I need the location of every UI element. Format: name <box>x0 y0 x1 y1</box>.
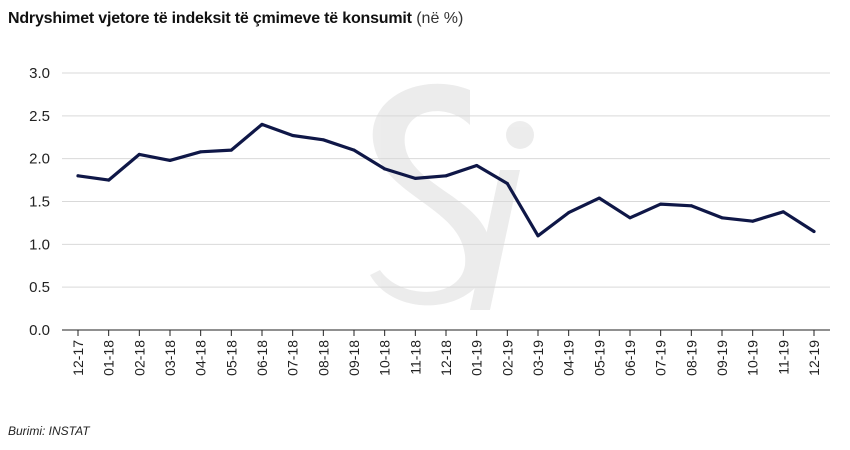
data-point <box>475 164 479 168</box>
grid-lines <box>62 72 830 288</box>
data-point <box>137 152 141 156</box>
data-point <box>107 178 111 182</box>
data-point <box>628 216 632 220</box>
x-tick-label: 10-18 <box>377 340 393 376</box>
data-point <box>444 174 448 178</box>
y-tick-label: 1.5 <box>29 194 50 211</box>
y-tick-label: 3.0 <box>29 65 50 82</box>
data-point <box>659 202 663 206</box>
x-tick-label: 03-18 <box>162 340 178 376</box>
x-tick-label: 11-19 <box>775 340 791 375</box>
y-tick-label: 1.0 <box>29 236 50 253</box>
data-point <box>383 167 387 171</box>
data-point <box>352 148 356 152</box>
x-tick-label: 06-19 <box>622 340 638 376</box>
y-axis-ticks: 0.0 0.5 1.0 1.5 2.0 2.5 3.0 <box>29 65 50 339</box>
line-chart: 0.0 0.5 1.0 1.5 2.0 2.5 3.0 12-17 01-18 02-18 03-… <box>29 65 830 376</box>
data-point <box>751 219 755 223</box>
series-group <box>76 122 816 238</box>
x-tick-label: 08-19 <box>683 340 699 376</box>
x-tick-label: 05-19 <box>591 340 607 376</box>
watermark-logo <box>370 83 534 310</box>
x-axis-ticks: 12-17 01-18 02-18 03-18 04-18 05-18 06-18 07-18… <box>70 340 822 376</box>
chart-title-unit: (në %) <box>416 10 464 27</box>
x-tick-label: 12-17 <box>70 340 86 376</box>
data-point <box>76 174 80 178</box>
data-point <box>720 216 724 220</box>
source-note: Burimi: INSTAT <box>8 424 90 438</box>
y-tick-label: 0.5 <box>29 279 50 296</box>
data-point <box>597 196 601 200</box>
y-tick-label: 2.0 <box>29 151 50 168</box>
x-tick-label: 09-19 <box>714 340 730 376</box>
x-tick-label: 07-19 <box>653 340 669 376</box>
x-tick-label: 07-18 <box>285 340 301 376</box>
data-point <box>536 234 540 238</box>
data-point <box>291 134 295 138</box>
x-tick-label: 10-19 <box>745 340 761 376</box>
x-tick-label: 02-19 <box>499 340 515 376</box>
data-point <box>689 204 693 208</box>
x-tick-label: 01-19 <box>469 340 485 376</box>
chart-title: Ndryshimet vjetore të indeksit të çmimev… <box>8 10 463 28</box>
y-tick-label: 0.0 <box>29 322 50 339</box>
chart-title-main: Ndryshimet vjetore të indeksit të çmimev… <box>8 10 412 27</box>
x-tick-label: 12-18 <box>438 340 454 376</box>
x-tick-label: 03-19 <box>530 340 546 376</box>
data-point <box>781 210 785 214</box>
y-tick-label: 2.5 <box>29 108 50 125</box>
x-tick-label: 09-18 <box>346 340 362 376</box>
data-point <box>199 150 203 154</box>
x-tick-label: 02-18 <box>131 340 147 376</box>
data-point <box>505 182 509 186</box>
data-point <box>567 211 571 215</box>
data-point <box>168 158 172 162</box>
x-tick-label: 06-18 <box>254 340 270 376</box>
data-point <box>413 176 417 180</box>
x-tick-label: 01-18 <box>101 340 117 376</box>
data-point <box>260 122 264 126</box>
x-tick-label: 12-19 <box>806 340 822 376</box>
data-point <box>812 229 816 233</box>
x-tick-label: 08-18 <box>315 340 331 376</box>
x-tick-label: 04-19 <box>561 340 577 376</box>
x-axis <box>62 329 830 336</box>
data-point <box>229 148 233 152</box>
x-tick-label: 05-18 <box>223 340 239 376</box>
x-tick-label: 04-18 <box>193 340 209 376</box>
data-point <box>321 138 325 142</box>
x-tick-label: 11-18 <box>407 340 423 375</box>
